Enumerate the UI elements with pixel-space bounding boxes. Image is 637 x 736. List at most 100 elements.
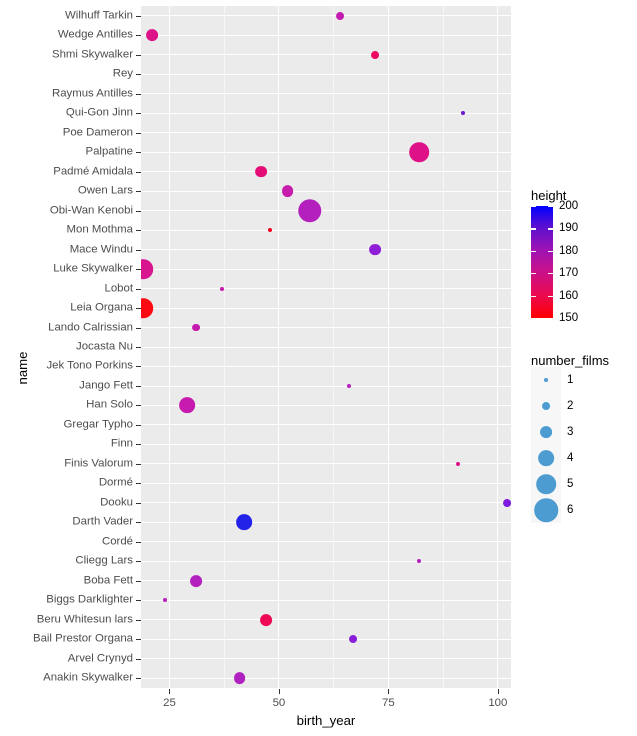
data-point bbox=[281, 185, 294, 198]
data-point bbox=[369, 243, 382, 256]
colorbar-tick-label: 180 bbox=[559, 244, 579, 257]
y-axis-tick-label: Lobot bbox=[104, 281, 133, 294]
legend-title-height: height bbox=[531, 188, 567, 203]
y-axis-tick-label: Mon Mothma bbox=[66, 223, 133, 236]
gridline-y bbox=[141, 54, 511, 56]
size-legend-label: 5 bbox=[567, 478, 574, 490]
y-axis-tick bbox=[136, 210, 141, 212]
y-axis-tick bbox=[136, 152, 141, 154]
y-axis-tick bbox=[136, 483, 141, 485]
gridline-y bbox=[141, 151, 511, 153]
y-axis-tick bbox=[136, 658, 141, 660]
y-axis-tick-label: Bail Prestor Organa bbox=[32, 632, 133, 645]
gridline-y bbox=[141, 112, 511, 114]
data-point bbox=[409, 142, 429, 162]
colorbar-tick-label: 170 bbox=[559, 267, 579, 280]
gridline-x-minor bbox=[223, 6, 225, 688]
data-point bbox=[417, 559, 422, 564]
y-axis-tick-label: Cliegg Lars bbox=[75, 554, 133, 567]
gridline-y bbox=[141, 463, 511, 465]
y-axis-tick-label: Han Solo bbox=[86, 398, 133, 411]
gridline-x-major bbox=[387, 6, 389, 688]
colorbar-tick bbox=[548, 250, 553, 252]
x-axis-tick bbox=[497, 689, 499, 694]
y-axis-tick-label: Jek Tono Porkins bbox=[46, 359, 133, 372]
y-axis-tick-label: Raymus Antilles bbox=[51, 86, 133, 99]
gridline-y bbox=[141, 580, 511, 582]
gridline-x-major bbox=[278, 6, 280, 688]
size-legend-key bbox=[531, 419, 561, 445]
gridline-y bbox=[141, 34, 511, 36]
x-axis-tick-label: 25 bbox=[163, 697, 176, 709]
x-axis-tick bbox=[388, 689, 390, 694]
size-legend-label: 3 bbox=[567, 426, 574, 438]
data-point bbox=[259, 613, 272, 626]
gridline-y bbox=[141, 521, 511, 523]
data-point bbox=[189, 574, 202, 587]
x-axis-tick bbox=[278, 689, 280, 694]
y-axis-tick bbox=[136, 444, 141, 446]
y-axis-title: name bbox=[15, 351, 30, 385]
y-axis-tick bbox=[136, 463, 141, 465]
size-legend-dot bbox=[544, 378, 548, 382]
gridline-y bbox=[141, 346, 511, 348]
gridline-y bbox=[141, 482, 511, 484]
y-axis-tick bbox=[136, 405, 141, 407]
data-point bbox=[255, 165, 268, 178]
colorbar-tick bbox=[531, 228, 536, 230]
size-legend-key bbox=[531, 393, 561, 419]
y-axis-tick bbox=[136, 171, 141, 173]
gridline-y bbox=[141, 443, 511, 445]
y-axis-tick-label: Owen Lars bbox=[77, 184, 133, 197]
colorbar-tick bbox=[548, 318, 553, 320]
gridline-y bbox=[141, 171, 511, 173]
plot-panel bbox=[141, 6, 511, 688]
y-axis-tick-label: Wilhuff Tarkin bbox=[65, 9, 133, 22]
data-point bbox=[179, 397, 195, 414]
gridline-y bbox=[141, 73, 511, 75]
gridline-y bbox=[141, 502, 511, 504]
gridline-y bbox=[141, 93, 511, 95]
y-axis-tick-label: Wedge Antilles bbox=[57, 28, 133, 41]
y-axis-tick bbox=[136, 385, 141, 387]
gridline-y bbox=[141, 307, 511, 309]
y-axis-tick bbox=[136, 249, 141, 251]
y-axis-tick-label: Lando Calrissian bbox=[48, 320, 133, 333]
data-point bbox=[460, 111, 465, 116]
gridline-y bbox=[141, 405, 511, 406]
x-axis-tick-label: 100 bbox=[488, 697, 508, 709]
y-axis-tick-label: Jango Fett bbox=[79, 379, 133, 392]
data-point bbox=[141, 298, 153, 318]
size-legend-label: 1 bbox=[567, 374, 574, 386]
y-axis-tick-label: Leia Organa bbox=[70, 301, 133, 314]
y-axis-tick-label: Qui-Gon Jinn bbox=[65, 106, 133, 119]
y-axis-tick bbox=[136, 366, 141, 368]
colorbar-tick-label: 200 bbox=[559, 200, 579, 212]
data-point bbox=[163, 598, 168, 603]
y-axis-tick-label: Obi-Wan Kenobi bbox=[49, 203, 133, 216]
y-axis-tick bbox=[136, 35, 141, 37]
size-legend-label: 4 bbox=[567, 452, 574, 464]
gridline-y bbox=[141, 424, 511, 426]
size-legend-label: 6 bbox=[567, 504, 574, 516]
x-axis-tick bbox=[169, 689, 171, 694]
gridline-y bbox=[141, 619, 511, 621]
y-axis-tick-label: Jocasta Nu bbox=[76, 340, 133, 353]
size-legend-key bbox=[531, 471, 561, 497]
data-point bbox=[220, 286, 224, 291]
y-axis-tick-label: Finis Valorum bbox=[64, 457, 133, 470]
colorbar-tick bbox=[531, 318, 536, 320]
gridline-y bbox=[141, 677, 511, 679]
y-axis-tick-label: Anakin Skywalker bbox=[43, 671, 133, 684]
y-axis-tick-label: Padmé Amidala bbox=[53, 164, 133, 177]
data-point bbox=[297, 198, 322, 223]
y-axis-tick bbox=[136, 327, 141, 329]
y-axis-tick-label: Gregar Typho bbox=[63, 418, 133, 431]
y-axis-tick bbox=[136, 580, 141, 582]
height-colorbar bbox=[531, 206, 553, 318]
colorbar-tick bbox=[548, 228, 553, 230]
data-point bbox=[236, 514, 252, 531]
size-legend-key bbox=[531, 445, 561, 471]
y-axis-tick bbox=[136, 54, 141, 56]
data-point bbox=[502, 498, 511, 507]
